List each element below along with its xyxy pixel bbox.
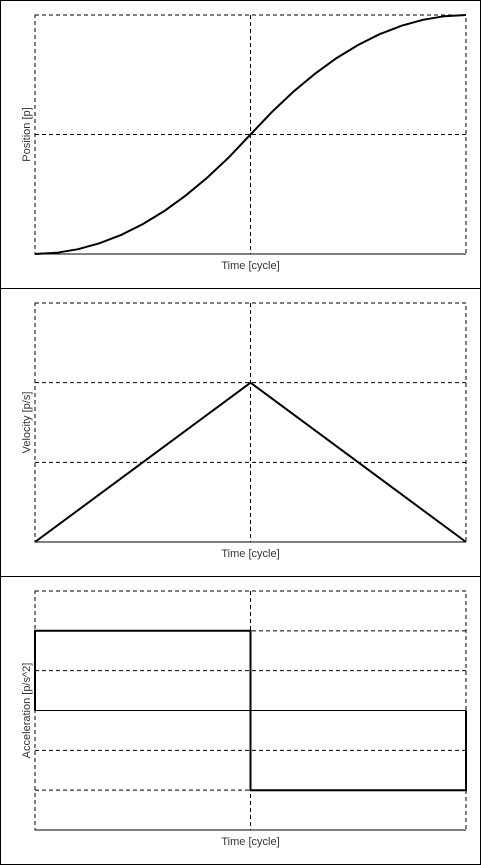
x-axis-label: Time [cycle] [221, 836, 279, 848]
series-line [34, 14, 467, 255]
series-line [34, 629, 467, 792]
y-axis-label: Position [p] [21, 107, 33, 161]
velocity-chart: Time [cycle] Velocity [p/s] [21, 302, 467, 560]
position-chart: Time [cycle] Position [p] [21, 14, 467, 272]
acceleration-chart-panel: Time [cycle] Acceleration [p/s^2] [0, 576, 481, 865]
x-axis-label: Time [cycle] [221, 548, 279, 560]
series-line [34, 381, 467, 543]
y-axis-label: Acceleration [p/s^2] [21, 663, 33, 759]
y-axis-label: Velocity [p/s] [21, 392, 33, 454]
position-chart-panel: Time [cycle] Position [p] [0, 0, 481, 289]
x-axis-label: Time [cycle] [221, 260, 279, 272]
acceleration-chart: Time [cycle] Acceleration [p/s^2] [21, 590, 467, 848]
velocity-chart-panel: Time [cycle] Velocity [p/s] [0, 288, 481, 577]
